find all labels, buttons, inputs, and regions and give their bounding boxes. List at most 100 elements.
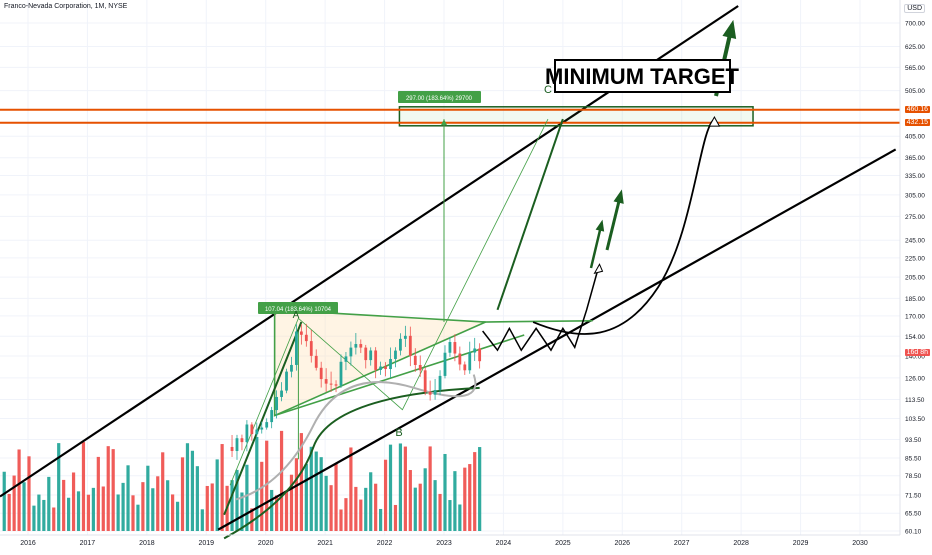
volume-bar <box>473 452 477 531</box>
volume-bar <box>448 500 452 531</box>
volume-bar <box>458 504 462 531</box>
volume-bar <box>289 474 294 531</box>
candle-body <box>255 429 259 435</box>
x-tick-label: 2026 <box>614 540 630 547</box>
volume-bar <box>195 466 199 531</box>
green-arrow-medium <box>605 196 622 251</box>
volume-bar <box>423 468 427 531</box>
volume-bar <box>121 482 125 531</box>
candle-body <box>369 350 373 361</box>
x-tick-label: 2023 <box>436 540 452 547</box>
volume-bar <box>185 443 190 531</box>
volume-bar <box>294 458 299 531</box>
y-tick-label: 565.00 <box>905 65 925 72</box>
volume-bar <box>314 451 318 531</box>
x-tick-label: 2021 <box>317 540 333 547</box>
candle-body <box>413 355 417 365</box>
volume-bar <box>324 475 328 531</box>
volume-bar <box>190 450 195 531</box>
y-tick-label: 60.10 <box>905 529 922 536</box>
volume-bar <box>42 499 46 531</box>
y-tick-label: 78.50 <box>905 473 922 480</box>
y-tick-label: 205.00 <box>905 275 925 282</box>
x-tick-label: 2016 <box>20 540 36 547</box>
volume-bar <box>438 493 442 531</box>
volume-bar <box>364 487 368 531</box>
volume-bar <box>161 452 165 531</box>
volume-bar <box>344 498 348 531</box>
candle-body <box>270 410 274 423</box>
volume-bar <box>443 453 447 531</box>
volume-bar <box>413 487 417 531</box>
volume-bar <box>250 508 254 531</box>
volume-bar <box>408 470 412 531</box>
impulse-line <box>223 321 303 516</box>
volume-bar <box>22 482 26 531</box>
measure-label-large: 297.00 (183.64%) 29700 <box>398 91 481 103</box>
x-tick-label: 2030 <box>852 540 868 547</box>
volume-bar <box>17 449 21 531</box>
volume-bar <box>91 487 95 531</box>
candle-body <box>304 334 308 342</box>
y-tick-label: 93.50 <box>905 437 922 444</box>
candle-body <box>295 331 298 365</box>
candle-body <box>240 438 244 443</box>
y-tick-label: 245.00 <box>905 238 925 245</box>
volume-bar <box>175 501 180 531</box>
currency-badge[interactable]: USD <box>904 4 925 13</box>
candle-body <box>433 390 437 395</box>
volume-bar <box>428 446 432 531</box>
volume-bar <box>146 465 150 531</box>
volume-bar <box>156 476 160 531</box>
abc-projection <box>229 118 549 486</box>
volume-bar <box>151 488 155 531</box>
x-tick-label: 2025 <box>555 540 571 547</box>
candle-body <box>275 396 279 411</box>
volume-bar <box>240 492 244 531</box>
candle-body <box>280 390 283 397</box>
volume-bar <box>12 475 16 531</box>
candle-body <box>349 347 353 357</box>
svg-text:107.04 (183.64%) 10704: 107.04 (183.64%) 10704 <box>265 307 332 313</box>
volume-bar <box>398 443 403 531</box>
volume-bar <box>71 472 76 531</box>
volume-bar <box>354 486 358 531</box>
candle-body <box>290 364 293 372</box>
x-tick-label: 2028 <box>733 540 749 547</box>
green-arrow-small <box>589 225 603 269</box>
candle-body <box>245 424 249 443</box>
volume-bar <box>478 447 482 531</box>
price-badge-lower: 432.15 <box>904 119 930 126</box>
candle-body <box>403 335 407 339</box>
volume-bar <box>235 469 239 531</box>
volume-bar <box>329 485 333 531</box>
volume-bar <box>47 476 51 531</box>
triangle-apex-line <box>482 319 593 323</box>
volume-bar <box>369 472 373 531</box>
y-tick-label: 275.00 <box>905 214 925 221</box>
volume-bar <box>393 504 398 531</box>
candle-body <box>384 366 387 370</box>
candle-body <box>354 344 358 348</box>
candle-body <box>418 364 422 371</box>
y-tick-label: 113.50 <box>905 397 925 404</box>
candle-body <box>230 446 234 452</box>
volume-bar <box>200 509 204 531</box>
candle-body <box>458 353 462 365</box>
volume-bar <box>388 444 393 531</box>
candle-body <box>473 348 477 353</box>
candle-body <box>468 352 472 371</box>
volume-bar <box>468 464 472 531</box>
volume-bar <box>265 440 269 531</box>
drawings <box>0 5 900 540</box>
candle-body <box>379 366 383 370</box>
candle-body <box>423 370 427 392</box>
measure-label-small: 107.04 (183.64%) 10704 <box>258 302 338 314</box>
volume-bar <box>453 471 457 531</box>
volume-bar <box>383 459 388 531</box>
volume-bar <box>255 436 259 531</box>
x-tick-label: 2024 <box>496 540 512 547</box>
